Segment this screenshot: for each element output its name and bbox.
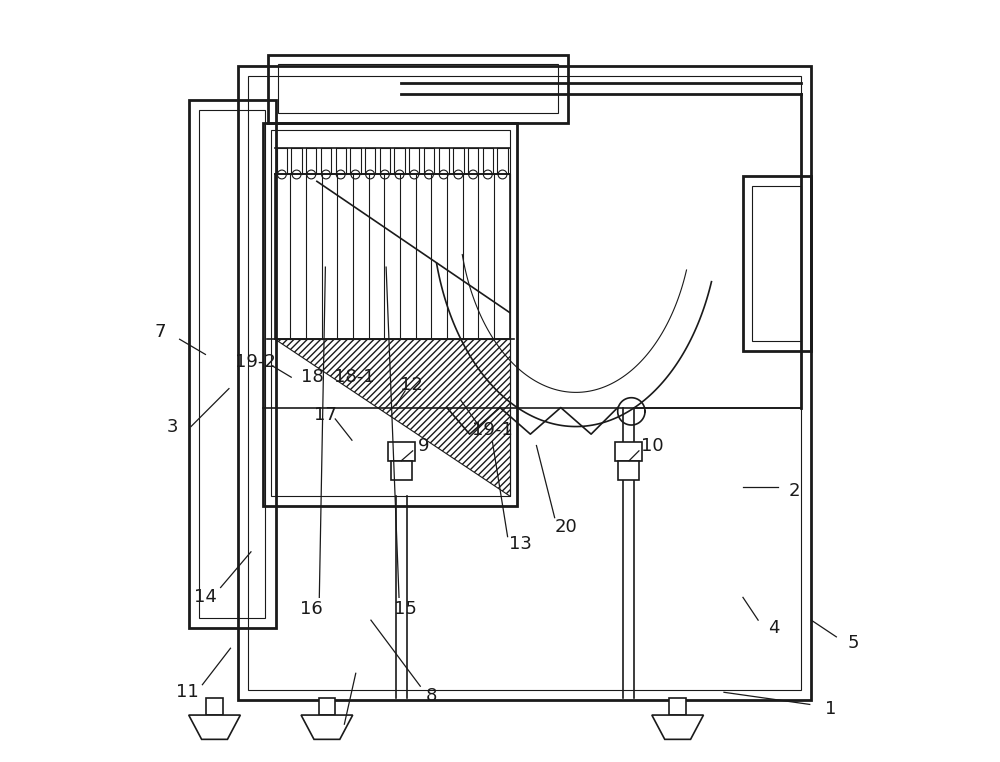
Text: 8: 8 [426,687,437,705]
Bar [743,176,811,351]
Text: 17: 17 [314,406,337,424]
Bar [615,442,642,461]
Text: 7: 7 [155,322,166,341]
Bar [206,698,223,715]
Bar [189,100,276,628]
Polygon shape [301,715,353,739]
Text: 19-1: 19-1 [472,421,513,440]
Text: 13: 13 [509,535,532,553]
Bar [388,442,415,461]
Bar [199,110,265,618]
Text: 1: 1 [825,700,836,718]
Bar [669,698,686,715]
Text: 12: 12 [400,376,423,394]
Text: 2: 2 [789,482,800,500]
Bar [248,75,801,690]
Text: 9: 9 [418,437,430,455]
Text: 20: 20 [555,517,577,536]
Bar [238,66,811,700]
Polygon shape [652,715,703,739]
Text: 10: 10 [641,437,663,455]
Text: 11: 11 [176,684,199,701]
Text: 19-2: 19-2 [235,353,276,371]
Text: 5: 5 [847,634,859,652]
Bar [319,698,335,715]
Text: 16: 16 [300,600,323,618]
Bar [263,123,517,506]
Text: 3: 3 [166,418,178,436]
Text: 4: 4 [768,619,779,637]
Bar [268,55,568,123]
Text: 6: 6 [331,725,342,743]
Text: 18: 18 [301,368,324,386]
Text: 18-1: 18-1 [334,368,375,386]
Bar [278,64,558,113]
Text: 14: 14 [194,588,217,607]
Text: 15: 15 [394,600,417,618]
Bar [618,461,639,480]
Bar [391,461,412,480]
Bar [752,186,801,341]
Polygon shape [189,715,240,739]
Bar [271,130,510,496]
